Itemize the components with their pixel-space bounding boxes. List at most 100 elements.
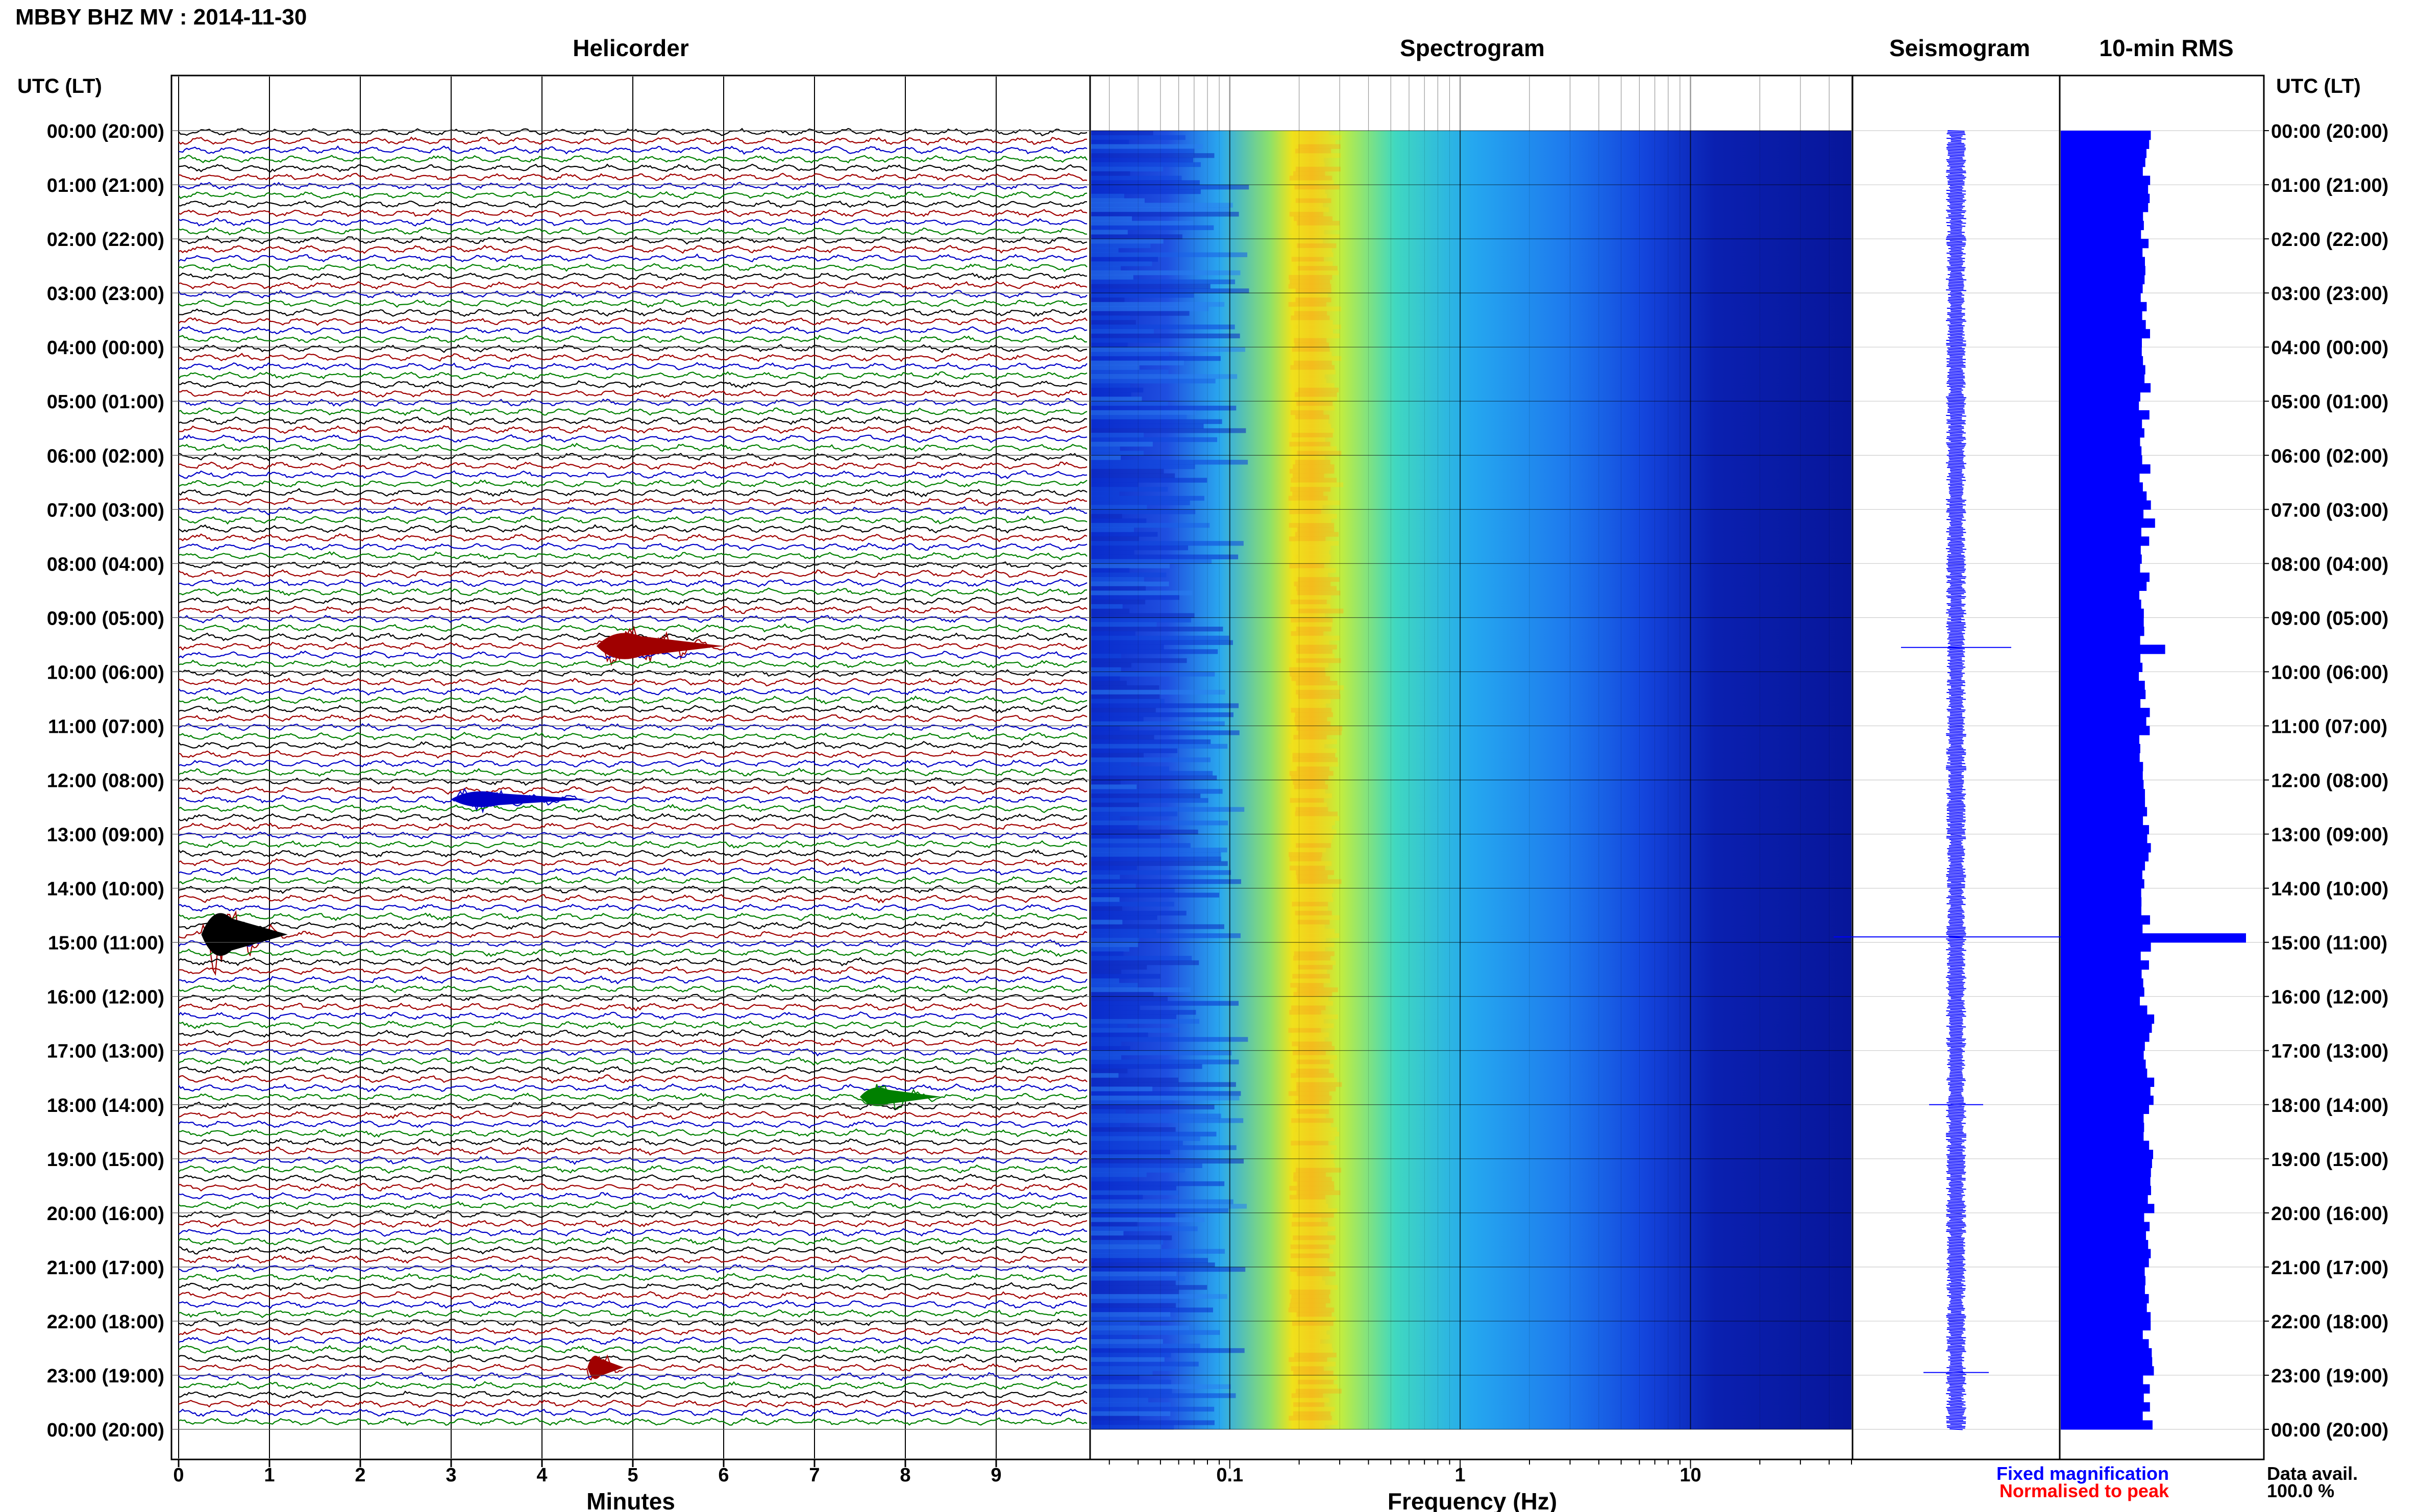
helicorder-trace-row bbox=[178, 244, 1088, 254]
helicorder-trace-row bbox=[178, 1056, 1088, 1066]
rms-bar bbox=[2061, 924, 2143, 934]
spectrogram-peak-band bbox=[1290, 1267, 1329, 1272]
utc-tick-label-right: 11:00 (07:00) bbox=[2271, 716, 2387, 737]
spectrogram-streak bbox=[1091, 1096, 1240, 1101]
spectrogram-streak bbox=[1091, 478, 1207, 483]
utc-tick-label-right: 08:00 (04:00) bbox=[2271, 554, 2388, 575]
rms-bar bbox=[2061, 662, 2143, 673]
spectrogram-streak bbox=[1091, 176, 1182, 181]
spectrogram-streak bbox=[1091, 189, 1201, 194]
helicorder-trace-row bbox=[178, 470, 1088, 479]
spectrogram-streak bbox=[1091, 203, 1233, 208]
helicorder-trace-row bbox=[178, 903, 1088, 912]
spectrogram-peak-band bbox=[1295, 131, 1329, 136]
helicorder-trace-row bbox=[178, 1282, 1088, 1291]
spectrogram-streak bbox=[1091, 460, 1248, 465]
rms-bar bbox=[2061, 716, 2146, 727]
helicorder-trace-row bbox=[178, 1417, 1088, 1426]
rms-bar bbox=[2061, 491, 2147, 501]
spectrogram-streak bbox=[1091, 243, 1151, 249]
rms-bar bbox=[2061, 771, 2143, 781]
spectrogram-peak-band bbox=[1288, 495, 1328, 501]
spectrogram-streak bbox=[1091, 726, 1120, 731]
spectrogram-streak bbox=[1091, 996, 1168, 1002]
spectrogram-streak bbox=[1091, 1271, 1177, 1277]
spectrogram-streak bbox=[1091, 131, 1153, 136]
spectrogram-streak bbox=[1091, 1037, 1248, 1042]
rms-bar bbox=[2061, 1312, 2151, 1322]
spectrogram-peak-band bbox=[1288, 743, 1325, 749]
helicorder-trace-row bbox=[178, 804, 1088, 813]
utc-tick-label-right: 14:00 (10:00) bbox=[2271, 879, 2388, 900]
spectrogram-peak-band bbox=[1296, 843, 1331, 848]
rms-bar bbox=[2061, 428, 2144, 438]
spectrogram-peak-band bbox=[1291, 180, 1334, 185]
rms-bar bbox=[2061, 446, 2142, 456]
spectrogram-streak bbox=[1091, 640, 1233, 645]
helicorder-trace-row bbox=[178, 1146, 1088, 1156]
rms-bar bbox=[2061, 239, 2149, 249]
spectrogram-streak bbox=[1091, 505, 1147, 510]
spectrogram-peak-band bbox=[1292, 1321, 1334, 1326]
rms-bar bbox=[2061, 573, 2150, 582]
spectrogram-peak-band bbox=[1294, 784, 1328, 789]
spectrogram-peak-band bbox=[1298, 324, 1341, 330]
spectrogram-streak bbox=[1091, 893, 1220, 898]
utc-label-right: UTC (LT) bbox=[2276, 75, 2361, 97]
seismogram-title: Seismogram bbox=[1889, 35, 2030, 61]
spectrogram-streak bbox=[1091, 270, 1241, 276]
spectrogram-peak-band bbox=[1295, 807, 1328, 812]
spectrogram-peak-band bbox=[1289, 1185, 1335, 1191]
spectrogram-peak-band bbox=[1296, 586, 1337, 591]
spectrogram-peak-band bbox=[1298, 694, 1341, 699]
spectrogram-streak bbox=[1091, 1019, 1199, 1024]
spectrogram-peak-band bbox=[1294, 1352, 1337, 1358]
helicorder-trace-row bbox=[178, 163, 1088, 173]
spectrogram-peak-band bbox=[1295, 270, 1339, 276]
utc-tick-label-right: 05:00 (01:00) bbox=[2271, 391, 2388, 413]
spectrogram-streak bbox=[1091, 856, 1221, 862]
spectrogram-peak-band bbox=[1292, 347, 1330, 352]
rms-bar bbox=[2061, 780, 2144, 789]
utc-tick-label-left: 02:00 (22:00) bbox=[47, 229, 164, 251]
spectrogram-peak-band bbox=[1298, 929, 1335, 934]
utc-tick-label-left: 01:00 (21:00) bbox=[47, 175, 164, 196]
seismogram-trace bbox=[1834, 130, 2079, 1430]
spectrogram-streak bbox=[1091, 1231, 1124, 1236]
spectrogram-peak-band bbox=[1298, 1379, 1334, 1385]
rms-bars bbox=[2061, 130, 2263, 1430]
helicorder-trace-row bbox=[178, 1236, 1088, 1246]
spectrogram-streak bbox=[1091, 924, 1224, 929]
spectrogram-peak-band bbox=[1289, 654, 1335, 659]
spectrogram-streak bbox=[1091, 451, 1144, 456]
spectrogram-peak-band bbox=[1295, 1136, 1335, 1141]
spectrogram-peak-band bbox=[1295, 996, 1329, 1002]
helicorder-title: Helicorder bbox=[573, 35, 689, 61]
rms-bar bbox=[2061, 356, 2143, 366]
rms-bar bbox=[2061, 437, 2140, 447]
helicorder-x-tick-label: 6 bbox=[718, 1465, 729, 1486]
spectrogram-streak bbox=[1091, 838, 1171, 844]
spectrogram-peak-band bbox=[1291, 708, 1332, 713]
helicorder-trace-row bbox=[178, 1299, 1088, 1309]
spectrogram-streak bbox=[1091, 586, 1146, 591]
rms-bar bbox=[2061, 1339, 2149, 1349]
helicorder-trace-row bbox=[178, 371, 1088, 380]
spectrogram-streak bbox=[1091, 1100, 1173, 1105]
helicorder-trace-row bbox=[178, 723, 1088, 732]
spectrogram-streak bbox=[1091, 166, 1164, 172]
spectrogram-peak-band bbox=[1291, 1064, 1334, 1069]
spectrogram-streak bbox=[1091, 608, 1129, 614]
spectrogram-streak bbox=[1091, 906, 1122, 911]
utc-tick-label-left: 06:00 (02:00) bbox=[47, 445, 164, 467]
spectrogram-streak bbox=[1091, 1145, 1237, 1150]
helicorder-x-tick-label: 2 bbox=[355, 1465, 365, 1486]
utc-tick-label-right: 19:00 (15:00) bbox=[2271, 1149, 2388, 1171]
rms-bar bbox=[2061, 897, 2142, 907]
rms-bar bbox=[2061, 1204, 2155, 1213]
spectrogram-streak bbox=[1091, 784, 1137, 789]
spectrogram-peak-band bbox=[1298, 1096, 1332, 1101]
spectrogram-peak-band bbox=[1296, 933, 1340, 938]
spectrogram-streak bbox=[1091, 424, 1204, 429]
spectrogram-streak bbox=[1091, 468, 1164, 474]
